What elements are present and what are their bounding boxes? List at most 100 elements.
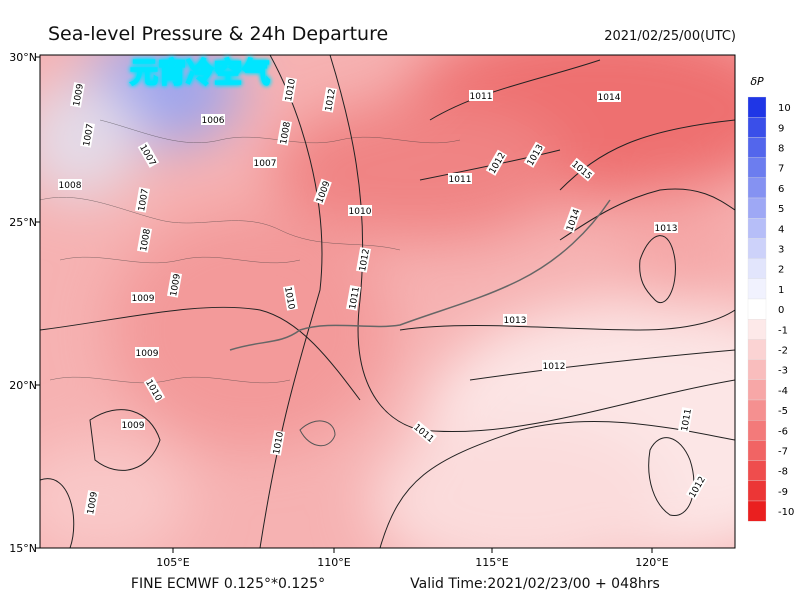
- isobar-label: 1010: [282, 286, 296, 311]
- isobar-label-group: 1006: [201, 114, 225, 126]
- isobar-label-group: 1009: [131, 292, 155, 304]
- title: Sea-level Pressure & 24h Departure: [48, 23, 388, 45]
- isobar-label: 1008: [59, 181, 82, 191]
- isobar-label-bg: [469, 90, 493, 101]
- isobar-label: 1008: [139, 228, 153, 253]
- isobar-label: 1007: [82, 123, 96, 147]
- isobar-label-group: 1013: [654, 222, 678, 234]
- isobar-label-bg: [270, 430, 286, 456]
- isobar-label-group: 1013: [503, 314, 527, 326]
- isobar-label-bg: [131, 292, 155, 303]
- colorbar-tick-label: -3: [778, 366, 788, 377]
- valid-time: Valid Time:2021/02/23/00 + 048hrs: [410, 576, 660, 592]
- colorbar-cell: [747, 278, 767, 300]
- isobar-label-bg: [542, 360, 566, 371]
- isobar-label-group: 1010: [348, 205, 372, 217]
- datetime: 2021/02/25/00(UTC): [604, 29, 736, 44]
- isobar-label: 1009: [122, 421, 145, 431]
- isobar-label-group: 1012: [322, 87, 338, 113]
- colorbar-cell: [747, 238, 767, 259]
- isobar-label: 1011: [449, 175, 472, 185]
- colorbar-cell: [747, 319, 767, 340]
- colorbar-tick-label: 6: [778, 184, 784, 195]
- isobar-label-bg: [411, 420, 438, 445]
- isobar-label-group: 1010: [282, 285, 298, 311]
- isobar-label-group: 1008: [58, 179, 82, 191]
- map-frame: [39, 54, 736, 549]
- isobar-label-bg: [685, 473, 708, 500]
- axes: 30°N 25°N 20°N 15°N 105°E 110°E 115°E 120°E: [9, 51, 669, 569]
- isobar-label: 1013: [504, 316, 527, 326]
- colorbar-tick-label: 3: [778, 245, 784, 256]
- colorbar-tick-label: -7: [778, 447, 788, 458]
- colorbar-cell: [747, 500, 767, 522]
- colorbar-tick-label: 9: [778, 123, 784, 134]
- isobar-label: 1011: [348, 286, 362, 310]
- lat-label: 30°N: [9, 51, 37, 64]
- isobar-label-bg: [356, 247, 372, 273]
- colorbar-tick-label: 10: [778, 103, 791, 114]
- isobar-label-group: 1011: [448, 173, 472, 185]
- isobar-label-bg: [253, 157, 277, 168]
- isobar-label-group: 1012: [542, 360, 566, 372]
- lon-label: 110°E: [317, 556, 350, 569]
- colorbar-cell: [747, 298, 767, 320]
- isobar-label: 1012: [358, 248, 372, 272]
- isobar-label-group: 1011: [346, 285, 362, 311]
- isobar-label: 1010: [349, 207, 372, 217]
- isobar-label-group: 1009: [70, 82, 86, 108]
- isobar-label-group: 1008: [277, 120, 293, 146]
- colorbar-tick-label: 5: [778, 204, 784, 215]
- colorbar-cell: [747, 399, 767, 421]
- isobar-label-group: 1014: [597, 91, 621, 103]
- colorbar-tick-label: -10: [778, 507, 794, 518]
- isobar-label-group: 1009: [167, 272, 183, 298]
- colorbar-tick-label: -1: [778, 325, 788, 336]
- isobar-label-bg: [503, 314, 527, 325]
- colorbar-tick-label: -9: [778, 487, 788, 498]
- colorbar-tick-label: -6: [778, 426, 788, 437]
- colorbar-cell: [747, 480, 767, 502]
- colorbar-cell: [747, 440, 767, 461]
- isobar-label-bg: [678, 407, 694, 433]
- colorbar-cell: [747, 258, 767, 279]
- isobar-label-bg: [135, 187, 151, 213]
- isobar-label: 1012: [543, 362, 566, 372]
- isobar-label: 1011: [680, 408, 694, 432]
- colorbar-cell: [747, 359, 767, 380]
- colorbar-label: δP: [750, 75, 764, 88]
- isobar-label-bg: [135, 347, 159, 358]
- isobar-label-group: 1012: [356, 247, 372, 273]
- colorbar-cell: [747, 157, 767, 178]
- isobar-label-bg: [563, 206, 582, 233]
- lat-label: 25°N: [9, 216, 37, 229]
- isobar-label-group: 1011: [469, 90, 493, 102]
- isobar-label-bg: [448, 173, 472, 184]
- isobar-label: 1007: [254, 159, 277, 169]
- lon-label: 105°E: [156, 556, 189, 569]
- isobar-label: 1009: [132, 294, 155, 304]
- lon-label: 115°E: [475, 556, 508, 569]
- isobar-label-bg: [121, 419, 145, 430]
- isobar-label: 1013: [655, 224, 678, 234]
- overlay-text: 元宵冷空气: [130, 56, 270, 89]
- isobar-label-group: 1007: [253, 157, 277, 169]
- isobars: [40, 55, 735, 548]
- colorbar-cell: [747, 177, 767, 199]
- isobar-label-bg: [282, 77, 298, 103]
- isobar-label-bg: [485, 149, 508, 176]
- colorbar-tick-label: 8: [778, 144, 784, 155]
- isobar-label: 1010: [272, 431, 286, 456]
- colorbar-tick-label: -2: [778, 346, 788, 357]
- lat-label: 20°N: [9, 379, 37, 392]
- model-info: FINE ECMWF 0.125°*0.125°: [131, 576, 325, 592]
- isobar-label-bg: [597, 91, 621, 102]
- isobar-label-bg: [58, 179, 82, 190]
- isobar-label: 1011: [470, 92, 493, 102]
- isobar-label-group: 1008: [137, 227, 153, 253]
- isobar-label-bg: [348, 205, 372, 216]
- isobar-label: 1009: [169, 273, 183, 298]
- isobar-label-bg: [282, 285, 298, 311]
- isobar-label-group: 1011: [678, 407, 694, 433]
